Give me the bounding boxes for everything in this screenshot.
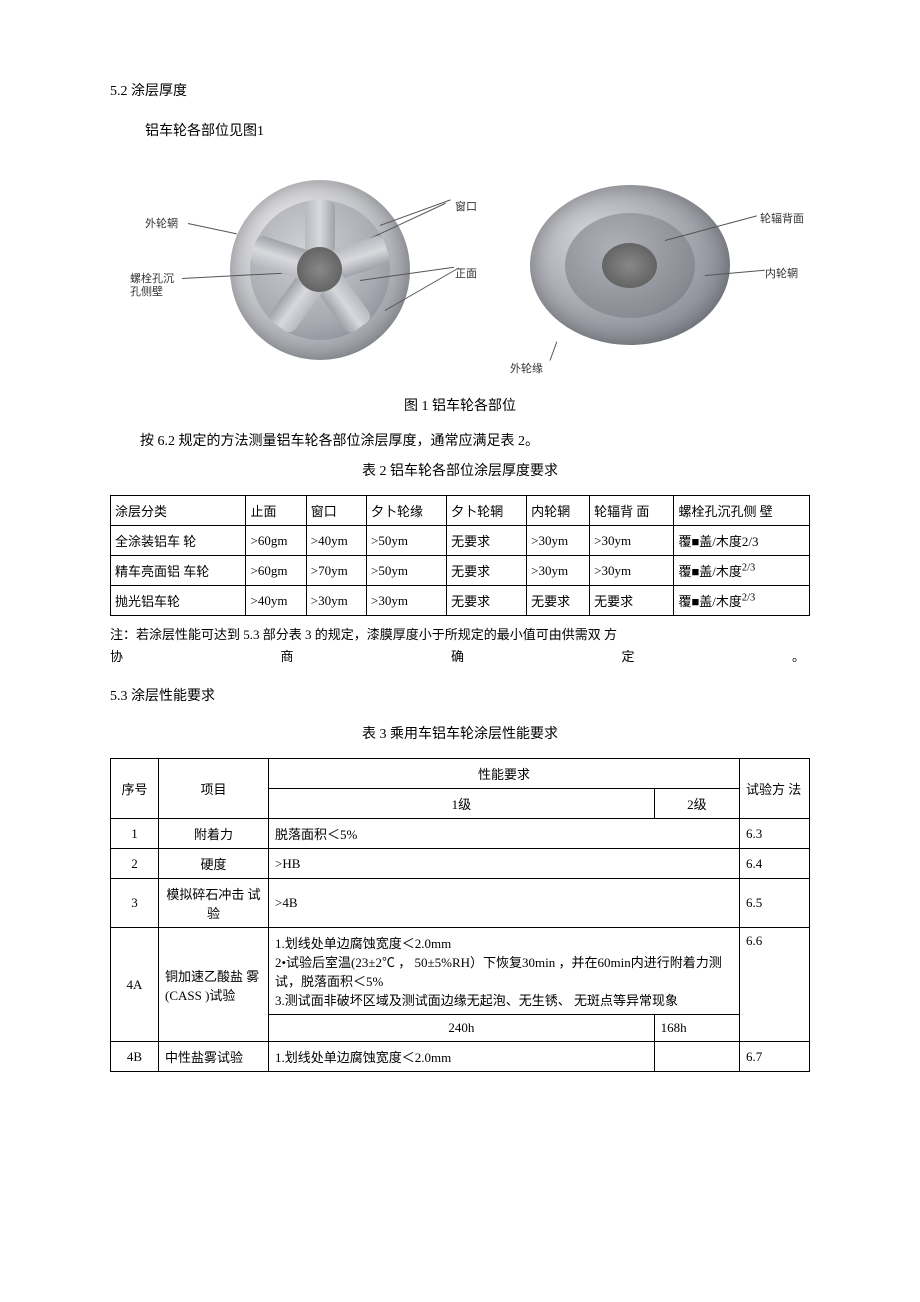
- t2-r0-c3: >50ym: [367, 526, 447, 556]
- t3-r3-method: 6.5: [740, 879, 810, 928]
- t3-r4b-blank: [654, 1042, 739, 1072]
- table-2-note-2: 协 商 确 定 。: [110, 646, 810, 665]
- t2-r0-cat: 全涂装铝车 轮: [111, 526, 246, 556]
- t2-r1-c4: 无要求: [447, 556, 527, 586]
- t2-r0-c7: 覆■盖/木度2/3: [674, 526, 810, 556]
- t2-r0-c4: 无要求: [447, 526, 527, 556]
- table-2-note-1: 注：若涂层性能可达到 5.3 部分表 3 的规定，漆膜厚度小于所规定的最小值可由…: [110, 624, 810, 643]
- t2-r0-c5: >30ym: [527, 526, 590, 556]
- t2-r1-cat: 精车亮面铝 车轮: [111, 556, 246, 586]
- t2-r2-c1: >40ym: [246, 586, 306, 616]
- figure-1-caption: 图 1 铝车轮各部位: [110, 395, 810, 415]
- t3-r4a-seq: 4A: [111, 928, 159, 1042]
- table-3-caption: 表 3 乘用车铝车轮涂层性能要求: [110, 723, 810, 743]
- t3-r4a-method: 6.6: [740, 928, 810, 1042]
- table-2-intro: 按 6.2 规定的方法测量铝车轮各部位涂层厚度，通常应满足表 2。: [140, 430, 810, 450]
- label-outer-rim: 外轮辋: [145, 215, 178, 231]
- label-outer-flange: 外轮缘: [510, 360, 543, 376]
- t3-r1-req: 脱落面积＜5%: [269, 819, 740, 849]
- t3-r4b-method: 6.7: [740, 1042, 810, 1072]
- label-window: 窗口: [455, 198, 477, 214]
- t2-r0-c2: >40ym: [306, 526, 366, 556]
- label-inner-rim: 内轮辋: [765, 265, 798, 281]
- t2-r1-c3: >50ym: [367, 556, 447, 586]
- wheel-front-image: [230, 180, 410, 360]
- t2-r2-c2: >30ym: [306, 586, 366, 616]
- t3-h-method: 试验方 法: [740, 759, 810, 819]
- t3-r2-method: 6.4: [740, 849, 810, 879]
- table-row: 4B 中性盐雾试验 1.划线处单边腐蚀宽度＜2.0mm 6.7: [111, 1042, 810, 1072]
- table-row: 涂层分类 止面 窗口 夕卜轮缘 夕卜轮辋 内轮辋 轮辐背 面 螺栓孔沉孔侧 壁: [111, 496, 810, 526]
- label-spoke-back: 轮辐背面: [760, 210, 804, 226]
- table-row: 序号 项目 性能要求 试验方 法: [111, 759, 810, 789]
- t3-h-req: 性能要求: [269, 759, 740, 789]
- t2-r1-c6: >30ym: [590, 556, 674, 586]
- t3-h-l2: 2级: [654, 789, 739, 819]
- t2-r1-c5: >30ym: [527, 556, 590, 586]
- t2-h3: 夕卜轮缘: [367, 496, 447, 526]
- t3-r1-seq: 1: [111, 819, 159, 849]
- t2-r0-c1: >60gm: [246, 526, 306, 556]
- t2-h7: 螺栓孔沉孔侧 壁: [674, 496, 810, 526]
- t2-r2-cat: 抛光铝车轮: [111, 586, 246, 616]
- t2-r2-c4: 无要求: [447, 586, 527, 616]
- t2-r1-c1: >60gm: [246, 556, 306, 586]
- t3-r4a-req: 1.划线处单边腐蚀宽度＜2.0mm 2•试验后室温(23±2℃ ， 50±5%R…: [269, 928, 740, 1015]
- figure-1: 外轮辋 螺栓孔沉 孔侧壁 窗口 正面 轮辐背面 内轮辋 外轮缘: [110, 170, 810, 380]
- t3-r2-req: >HB: [269, 849, 740, 879]
- table-row: 4A 铜加速乙酸盐 雾(CASS )试验 1.划线处单边腐蚀宽度＜2.0mm 2…: [111, 928, 810, 1015]
- t3-r2-seq: 2: [111, 849, 159, 879]
- t3-r4b-req: 1.划线处单边腐蚀宽度＜2.0mm: [269, 1042, 655, 1072]
- section-5-3-heading: 5.3 涂层性能要求: [110, 685, 810, 705]
- t3-r3-req: >4B: [269, 879, 740, 928]
- table-row: 精车亮面铝 车轮 >60gm >70ym >50ym 无要求 >30ym >30…: [111, 556, 810, 586]
- section-5-2-heading: 5.2 涂层厚度: [110, 80, 810, 100]
- t3-r1-item: 附着力: [159, 819, 269, 849]
- section-5-2-subtext: 铝车轮各部位见图1: [145, 120, 810, 140]
- t3-r3-seq: 3: [111, 879, 159, 928]
- t2-r2-c7: 覆■盖/木度2/3: [674, 586, 810, 616]
- t3-r3-item: 模拟碎石冲击 试验: [159, 879, 269, 928]
- t2-r2-c6: 无要求: [590, 586, 674, 616]
- t3-r4a-t2: 168h: [654, 1015, 739, 1042]
- t3-r4a-item: 铜加速乙酸盐 雾(CASS )试验: [159, 928, 269, 1042]
- label-bolt-hole-2: 孔侧壁: [130, 283, 163, 299]
- t3-r1-method: 6.3: [740, 819, 810, 849]
- t2-h0: 涂层分类: [111, 496, 246, 526]
- t3-r4a-t1: 240h: [269, 1015, 655, 1042]
- t2-h5: 内轮辋: [527, 496, 590, 526]
- t3-r4b-seq: 4B: [111, 1042, 159, 1072]
- t2-r0-c6: >30ym: [590, 526, 674, 556]
- t3-h-l1: 1级: [269, 789, 655, 819]
- t2-r2-c5: 无要求: [527, 586, 590, 616]
- table-row: 3 模拟碎石冲击 试验 >4B 6.5: [111, 879, 810, 928]
- t3-r4b-item: 中性盐雾试验: [159, 1042, 269, 1072]
- table-2: 涂层分类 止面 窗口 夕卜轮缘 夕卜轮辋 内轮辋 轮辐背 面 螺栓孔沉孔侧 壁 …: [110, 495, 810, 616]
- t3-h-item: 项目: [159, 759, 269, 819]
- t2-h1: 止面: [246, 496, 306, 526]
- table-row: 全涂装铝车 轮 >60gm >40ym >50ym 无要求 >30ym >30y…: [111, 526, 810, 556]
- table-3: 序号 项目 性能要求 试验方 法 1级 2级 1 附着力 脱落面积＜5% 6.3…: [110, 758, 810, 1072]
- t3-h-seq: 序号: [111, 759, 159, 819]
- t2-h2: 窗口: [306, 496, 366, 526]
- table-row: 抛光铝车轮 >40ym >30ym >30ym 无要求 无要求 无要求 覆■盖/…: [111, 586, 810, 616]
- table-row: 2 硬度 >HB 6.4: [111, 849, 810, 879]
- t2-r1-c2: >70ym: [306, 556, 366, 586]
- table-row: 1 附着力 脱落面积＜5% 6.3: [111, 819, 810, 849]
- t2-h4: 夕卜轮辋: [447, 496, 527, 526]
- t2-r1-c7: 覆■盖/木度2/3: [674, 556, 810, 586]
- t2-r2-c3: >30ym: [367, 586, 447, 616]
- table-2-caption: 表 2 铝车轮各部位涂层厚度要求: [110, 460, 810, 480]
- t3-r2-item: 硬度: [159, 849, 269, 879]
- wheel-back-image: [530, 185, 730, 345]
- t2-h6: 轮辐背 面: [590, 496, 674, 526]
